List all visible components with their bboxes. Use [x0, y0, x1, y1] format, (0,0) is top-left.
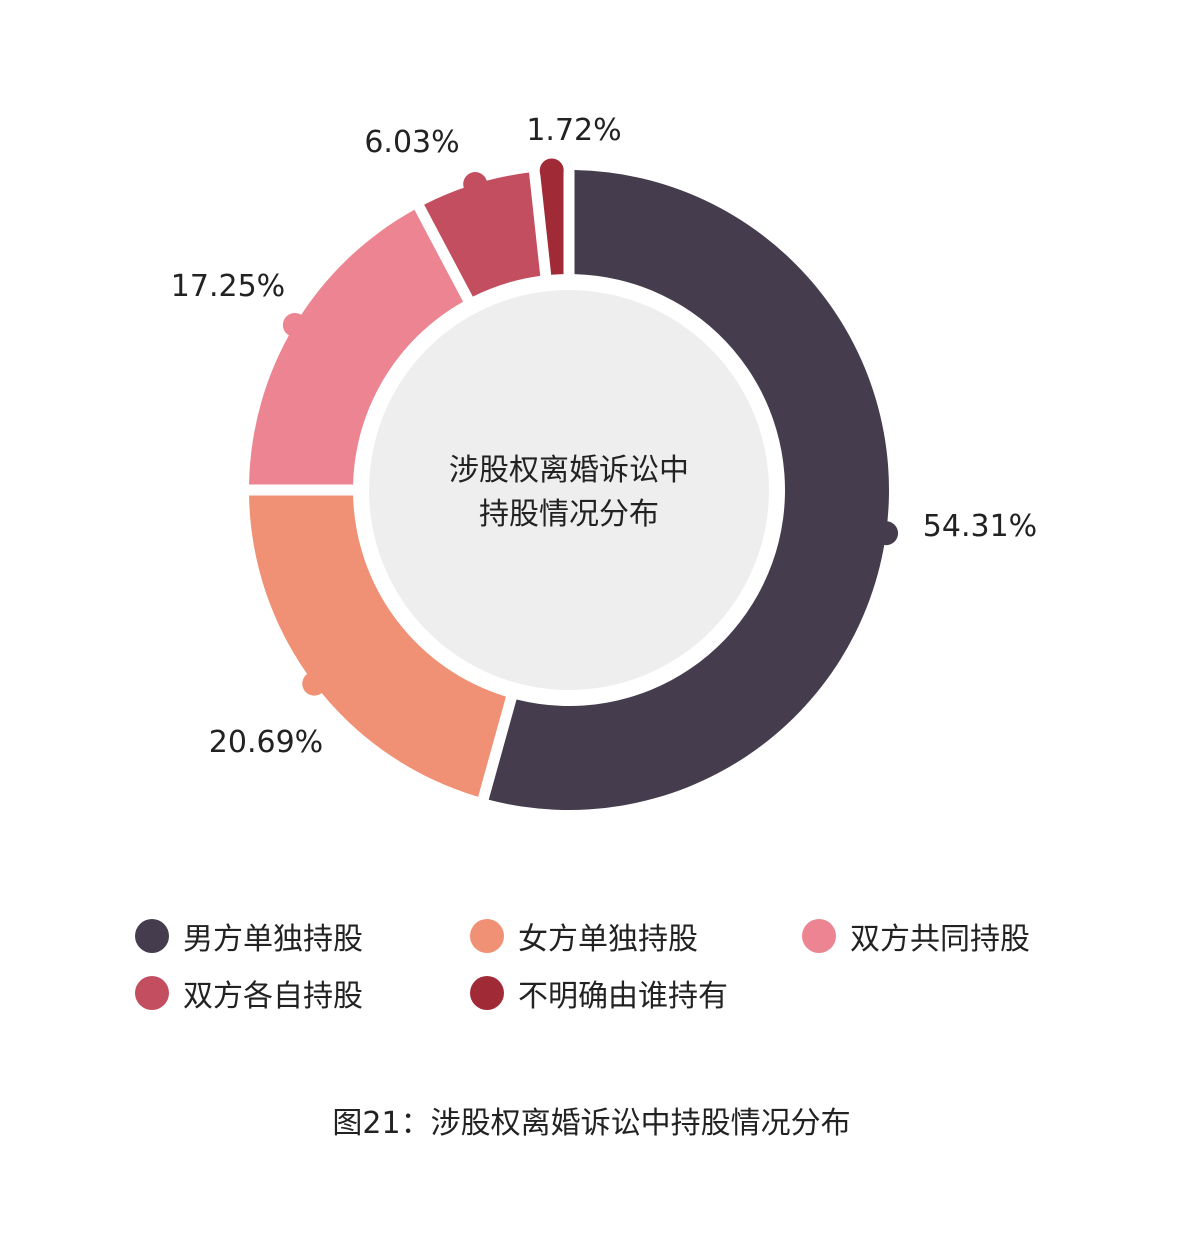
- center-disc: [369, 290, 769, 690]
- center-label: 涉股权离婚诉讼中持股情况分布: [449, 453, 689, 532]
- donut-slice: [424, 172, 541, 297]
- donut-slice: [249, 209, 464, 485]
- slice-label: 20.69%: [209, 725, 323, 760]
- slice-marker: [302, 671, 327, 696]
- slice-label: 1.72%: [526, 113, 621, 148]
- slice-label: 17.25%: [171, 269, 285, 304]
- slice-marker: [874, 521, 899, 546]
- donut-slice: [249, 495, 506, 797]
- donut-slice: [488, 170, 889, 811]
- figure-caption: 图21：涉股权离婚诉讼中持股情况分布: [332, 1106, 851, 1141]
- slice-label: 54.31%: [923, 509, 1037, 544]
- slice-marker: [463, 172, 488, 197]
- slice-marker: [282, 312, 307, 337]
- donut-slice: [539, 170, 564, 275]
- slice-marker: [539, 158, 564, 183]
- slice-label: 6.03%: [364, 125, 459, 160]
